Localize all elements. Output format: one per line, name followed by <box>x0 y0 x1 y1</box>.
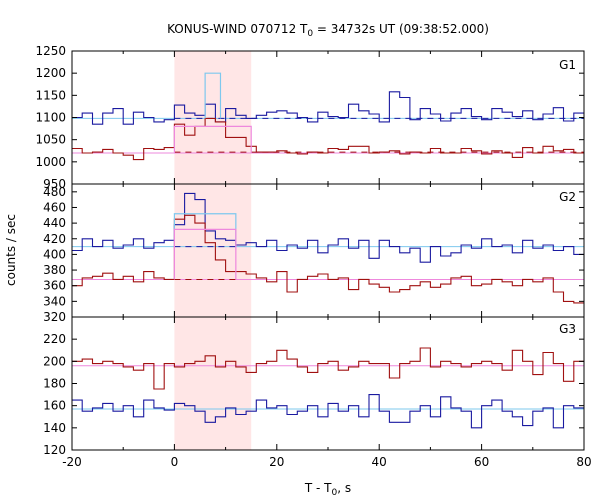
tick-layer: 9501000105011001150120012503203403603804… <box>35 44 591 469</box>
g2-ytick-label: 400 <box>43 247 66 261</box>
g3-ytick-label: 120 <box>43 443 66 457</box>
g1-series-red <box>72 117 584 161</box>
panel-label-g1: G1 <box>559 58 576 72</box>
g1-series-blue <box>72 91 584 125</box>
x-tick-label: 60 <box>474 455 489 469</box>
g2-ytick-label: 440 <box>43 216 66 230</box>
g3-ytick-label: 180 <box>43 377 66 391</box>
x-tick-label: -20 <box>62 455 82 469</box>
g2-ytick-label: 460 <box>43 200 66 214</box>
g2-overlay-1 <box>173 228 237 280</box>
highlight-layer <box>174 51 252 450</box>
g3-ytick-label: 140 <box>43 421 66 435</box>
fit-line-layer <box>72 117 584 410</box>
g1-overlay-1 <box>173 125 252 153</box>
x-tick-label: 0 <box>171 455 179 469</box>
g1-overlay-0 <box>204 72 222 119</box>
g3-ytick-label: 160 <box>43 399 66 413</box>
g1-ytick-label: 1150 <box>35 88 66 102</box>
g3-series-blue <box>72 394 584 429</box>
g3-ytick-label: 200 <box>43 354 66 368</box>
g2-ytick-label: 320 <box>43 310 66 324</box>
g1-ytick-label: 1250 <box>35 44 66 58</box>
g2-ytick-label: 420 <box>43 232 66 246</box>
g1-ytick-label: 1200 <box>35 66 66 80</box>
x-tick-label: 80 <box>576 455 591 469</box>
g2-series-red <box>72 214 584 304</box>
x-axis-label: T - T0, s <box>304 481 351 498</box>
series-layer <box>72 91 584 429</box>
g2-series-blue <box>72 192 584 263</box>
g2-ytick-label: 380 <box>43 263 66 277</box>
x-tick-label: 20 <box>269 455 284 469</box>
g2-ytick-label: 340 <box>43 294 66 308</box>
panel-label-g3: G3 <box>559 322 576 336</box>
x-tick-label: 40 <box>372 455 387 469</box>
chart-title: KONUS-WIND 070712 T0 = 34732s UT (09:38:… <box>167 22 489 39</box>
g1-ytick-label: 1100 <box>35 111 66 125</box>
panel-label-g2: G2 <box>559 190 576 204</box>
g2-ytick-label: 360 <box>43 279 66 293</box>
g1-ytick-label: 950 <box>43 177 66 191</box>
trigger-interval-highlight <box>174 51 252 450</box>
g1-ytick-label: 1050 <box>35 133 66 147</box>
g2-ytick-label: 480 <box>43 185 66 199</box>
y-axis-label: counts / sec <box>4 214 18 286</box>
overlay-layer <box>173 72 252 280</box>
g1-ytick-label: 1000 <box>35 155 66 169</box>
g3-panel-frame <box>71 316 585 451</box>
g3-ytick-label: 220 <box>43 332 66 346</box>
g3-series-red <box>72 347 584 390</box>
